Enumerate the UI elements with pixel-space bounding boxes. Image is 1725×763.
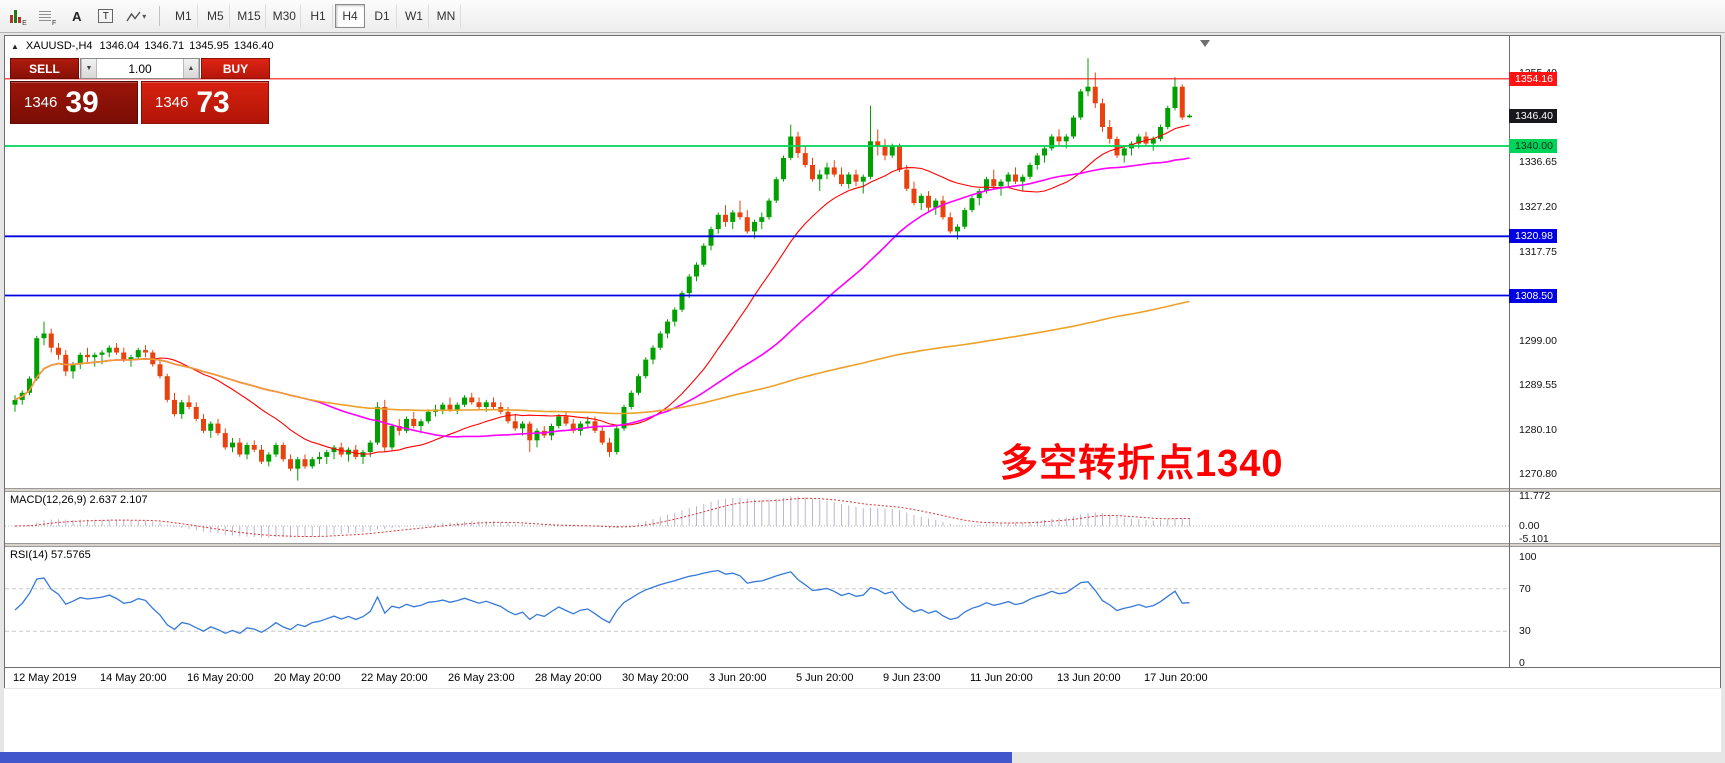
time-axis-label: 14 May 20:00 xyxy=(100,672,167,684)
timeframe-H4[interactable]: H4 xyxy=(334,4,365,28)
macd-chart[interactable] xyxy=(5,492,1509,543)
bottom-blue-strip xyxy=(0,752,1012,763)
ohlc-open: 1346.04 xyxy=(99,40,140,52)
ask-price-frac: 73 xyxy=(196,85,230,119)
volume-input[interactable]: 1.00 xyxy=(128,61,152,76)
bid-price-int: 1346 xyxy=(24,94,58,111)
hline-price-badge: 1308.50 xyxy=(1509,289,1557,303)
chart-title: ▲ XAUUSD-,H4 1346.04 1346.71 1345.95 1346.4… xyxy=(11,40,279,52)
hline-price-badge: 1340.00 xyxy=(1509,139,1557,153)
volume-decrease-button[interactable]: ▼ xyxy=(81,59,97,78)
rsi-scale-tick: 0 xyxy=(1519,657,1525,669)
macd-scale-tick: 0.00 xyxy=(1519,520,1540,532)
ohlc-low: 1345.95 xyxy=(189,40,229,52)
collapse-arrow-icon[interactable]: ▲ xyxy=(11,41,19,51)
toolbar-separator xyxy=(159,6,161,26)
rsi-chart[interactable] xyxy=(5,547,1509,667)
time-axis-label: 28 May 20:00 xyxy=(535,672,602,684)
symbol-period-label: XAUUSD-,H4 xyxy=(25,40,93,52)
rsi-panel[interactable]: RSI(14) 57.5765 xyxy=(5,547,1509,667)
current-price-badge: 1346.40 xyxy=(1509,109,1557,123)
time-axis-label: 9 Jun 23:00 xyxy=(883,672,941,684)
price-scale-tick: 1289.55 xyxy=(1519,379,1557,391)
ohlc-values: 1346.04 1346.71 1345.95 1346.40 xyxy=(100,40,279,52)
time-axis-label: 26 May 23:00 xyxy=(448,672,515,684)
rsi-label: RSI(14) 57.5765 xyxy=(10,549,91,561)
macd-signal-line xyxy=(14,497,1190,537)
one-click-trading-panel: SELL ▼ 1.00 ▲ BUY 1346 39 1346 73 xyxy=(10,58,270,124)
panel-divider[interactable] xyxy=(5,543,1720,547)
time-axis-label: 20 May 20:00 xyxy=(274,672,341,684)
sell-button[interactable]: SELL xyxy=(10,58,79,79)
draw-tools-icon[interactable]: ▾ xyxy=(121,4,151,28)
price-scale-tick: 1327.20 xyxy=(1519,201,1557,213)
ma-40-line xyxy=(14,157,1190,438)
ohlc-close: 1346.40 xyxy=(233,40,274,52)
time-axis-label: 13 Jun 20:00 xyxy=(1057,672,1121,684)
time-axis[interactable]: 12 May 2019 14 May 20:00 16 May 20:00 20 Ma… xyxy=(5,667,1720,688)
timeframe-M5[interactable]: M5 xyxy=(200,4,231,28)
hline-price-badge: 1354.16 xyxy=(1509,72,1557,86)
rsi-scale-tick: 30 xyxy=(1519,625,1531,637)
main-toolbar: E F A T ▾ M1 M5 M15 M30 H1 H4 D1 W1 MN xyxy=(0,0,1725,33)
timeframe-group: M1 M5 M15 M30 H1 H4 D1 W1 MN xyxy=(168,4,461,28)
chart-shift-marker xyxy=(1200,40,1210,47)
bottom-filler xyxy=(4,689,1721,752)
price-scale-tick: 1280.10 xyxy=(1519,424,1557,436)
buy-button[interactable]: BUY xyxy=(201,58,270,79)
price-scale-tick: 1317.75 xyxy=(1519,246,1557,258)
ask-price-int: 1346 xyxy=(155,94,189,111)
ohlc-high: 1346.71 xyxy=(144,40,185,52)
price-scale-tick: 1336.65 xyxy=(1519,156,1557,168)
market-depth-grid-icon[interactable]: F xyxy=(34,4,61,28)
candlestick-chart-icon[interactable]: E xyxy=(5,4,32,28)
time-axis-label: 5 Jun 20:00 xyxy=(796,672,854,684)
timeframe-M30[interactable]: M30 xyxy=(268,4,301,28)
timeframe-MN[interactable]: MN xyxy=(431,4,461,28)
price-scale-tick: 1299.00 xyxy=(1519,335,1557,347)
chart-window: ▲ XAUUSD-,H4 1346.04 1346.71 1345.95 1346.4… xyxy=(4,35,1721,688)
main-chart-panel[interactable]: ▲ XAUUSD-,H4 1346.04 1346.71 1345.95 1346.4… xyxy=(5,36,1509,488)
hline-price-badge: 1320.98 xyxy=(1509,229,1557,243)
macd-panel[interactable]: MACD(12,26,9) 2.637 2.107 xyxy=(5,492,1509,543)
time-axis-label: 22 May 20:00 xyxy=(361,672,428,684)
rsi-line xyxy=(14,569,1190,635)
chart-text-annotation: 多空转折点1340 xyxy=(1000,443,1284,485)
rsi-scale-tick: 70 xyxy=(1519,583,1531,595)
volume-increase-button[interactable]: ▲ xyxy=(183,59,199,78)
timeframe-M15[interactable]: M15 xyxy=(232,4,266,28)
macd-scale-tick: 11.772 xyxy=(1519,490,1551,502)
timeframe-H1[interactable]: H1 xyxy=(303,4,333,28)
text-label-icon[interactable]: T xyxy=(92,4,119,28)
price-scale-border xyxy=(1509,36,1510,667)
bid-price-frac: 39 xyxy=(65,85,99,119)
ma-150-line xyxy=(14,300,1190,415)
rsi-scale-tick: 100 xyxy=(1519,551,1537,563)
macd-scale-tick: -5.101 xyxy=(1519,533,1549,545)
time-axis-label: 12 May 2019 xyxy=(13,672,77,684)
time-axis-label: 17 Jun 20:00 xyxy=(1144,672,1208,684)
time-axis-label: 30 May 20:00 xyxy=(622,672,689,684)
price-scale-tick: 1270.80 xyxy=(1519,468,1557,480)
timeframe-W1[interactable]: W1 xyxy=(399,4,429,28)
volume-stepper: ▼ 1.00 ▲ xyxy=(80,58,200,79)
timeframe-D1[interactable]: D1 xyxy=(367,4,397,28)
ask-price-display[interactable]: 1346 73 xyxy=(141,81,269,124)
macd-label: MACD(12,26,9) 2.637 2.107 xyxy=(10,494,148,506)
ma-20-line xyxy=(14,124,1190,455)
drawing-tools-group: E F A T ▾ xyxy=(5,4,151,28)
timeframe-M1[interactable]: M1 xyxy=(168,4,199,28)
time-axis-label: 16 May 20:00 xyxy=(187,672,254,684)
panel-divider[interactable] xyxy=(5,488,1720,492)
bid-price-display[interactable]: 1346 39 xyxy=(10,81,138,124)
text-annotation-icon[interactable]: A xyxy=(72,8,82,24)
price-scale[interactable]: 1355.401336.651327.201317.751299.001289.… xyxy=(1509,36,1720,669)
time-axis-label: 11 Jun 20:00 xyxy=(970,672,1033,684)
time-axis-label: 3 Jun 20:00 xyxy=(709,672,767,684)
